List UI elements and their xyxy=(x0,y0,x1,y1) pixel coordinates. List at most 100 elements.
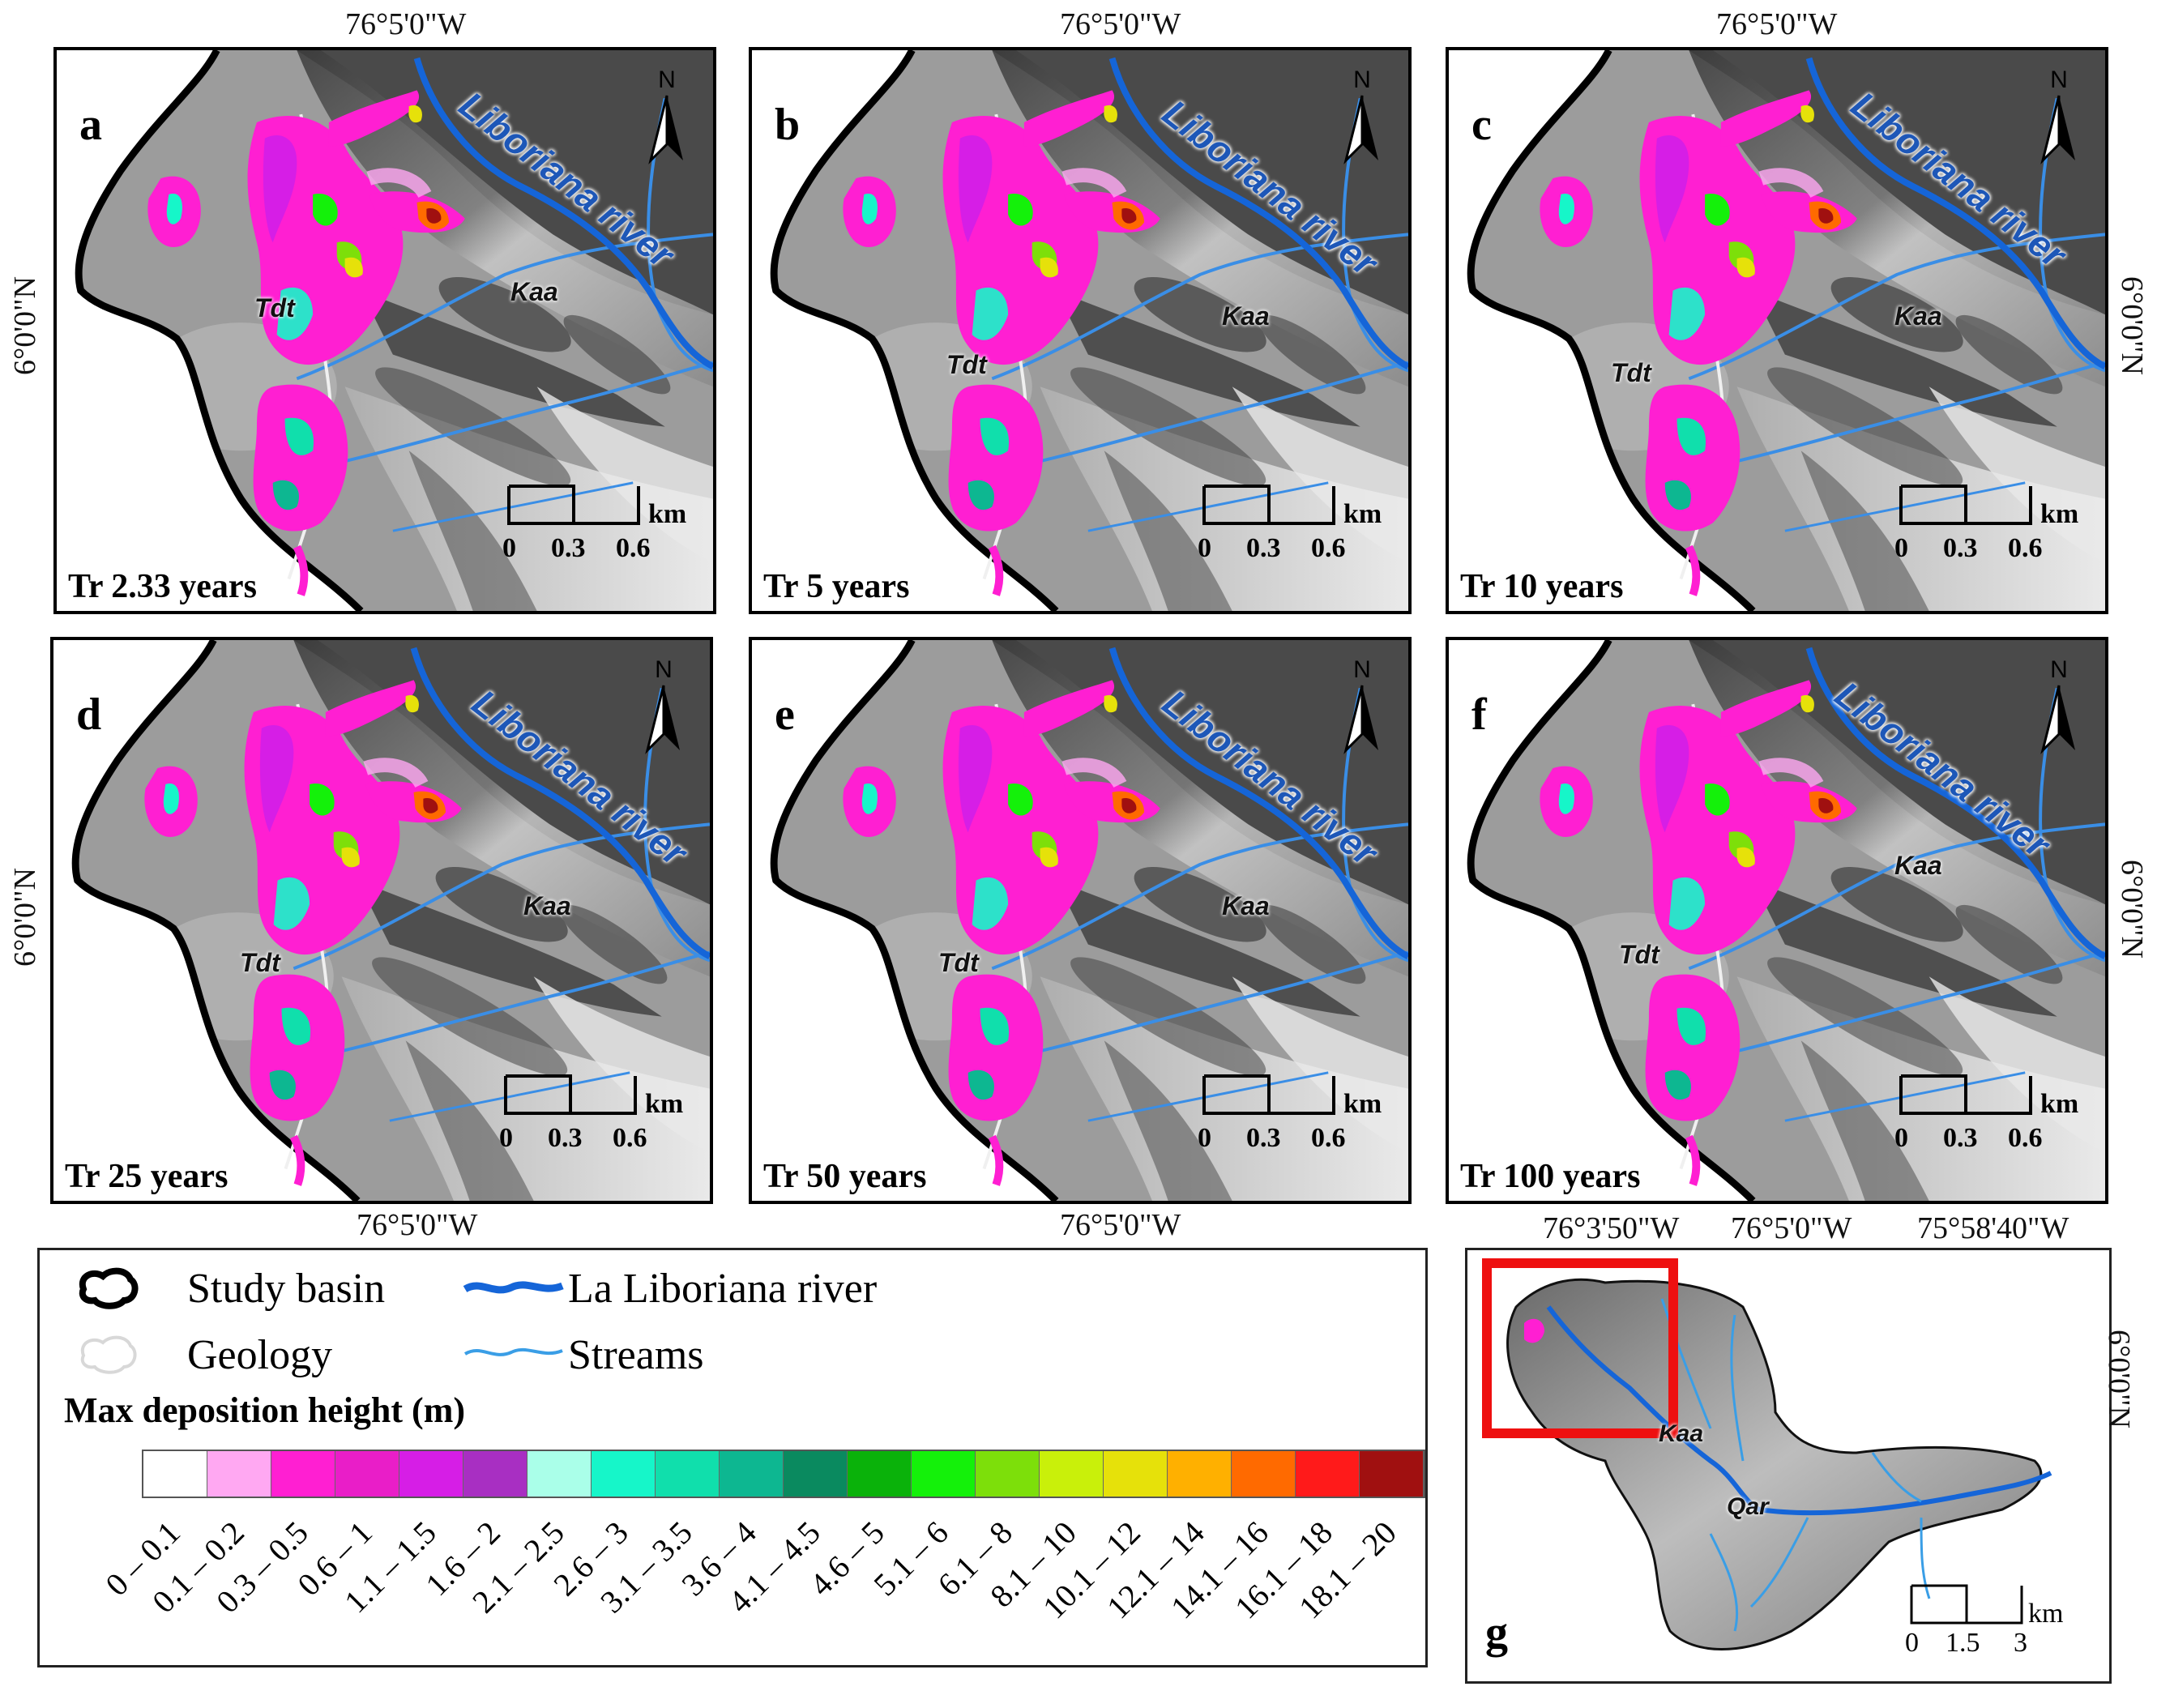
geology-label-kaa: Kaa xyxy=(510,277,558,306)
scale-tick: 0.3 xyxy=(1943,1123,1978,1153)
ramp-swatch xyxy=(335,1451,399,1497)
map-panel-e: e Tr 50 years Liboriana river Kaa Tdt 0 … xyxy=(749,637,1412,1204)
scale-unit: km xyxy=(1343,1089,1382,1119)
legend-streams: Streams xyxy=(568,1332,704,1378)
geology-label-tdt: Tdt xyxy=(254,293,295,322)
ramp-swatch xyxy=(1104,1451,1168,1497)
legend-geology: Geology xyxy=(187,1332,333,1378)
scale-tick: 0 xyxy=(499,1123,513,1153)
scale-unit: km xyxy=(645,1089,684,1119)
north-arrow-icon xyxy=(635,653,692,758)
geology-label-tdt: Tdt xyxy=(938,948,979,977)
north-arrow-icon xyxy=(1334,63,1390,169)
scale-tick: 0 xyxy=(1198,533,1211,563)
inset-scale-tick: 1.5 xyxy=(1946,1628,1980,1658)
scale-tick: 0.6 xyxy=(613,1123,647,1153)
panel-letter: a xyxy=(79,100,102,150)
scale-tick: 0 xyxy=(1894,1123,1908,1153)
ramp-swatch xyxy=(271,1451,335,1497)
geology-label-tdt: Tdt xyxy=(1611,358,1651,387)
scale-bar: 0 0.3 0.6 km xyxy=(1894,1073,2081,1170)
scale-tick: 0.3 xyxy=(551,533,586,563)
return-period-label: Tr 25 years xyxy=(65,1158,229,1195)
legend-study-basin: Study basin xyxy=(187,1266,386,1312)
scale-tick: 0.3 xyxy=(548,1123,583,1153)
panel-letter: e xyxy=(775,690,795,740)
inset-scale-tick: 3 xyxy=(2014,1628,2027,1658)
coord-bottom-d: 76°5'0"W xyxy=(357,1208,478,1242)
north-arrow-icon xyxy=(639,63,695,169)
panel-letter: d xyxy=(76,690,102,740)
scale-bar: 0 0.3 0.6 km xyxy=(1198,1073,1384,1170)
study-basin-icon xyxy=(79,1267,139,1309)
legend-title: Max deposition height (m) xyxy=(64,1390,465,1430)
legend-box: Study basin Geology La Liboriana river S… xyxy=(37,1248,1428,1667)
ramp-swatch xyxy=(399,1451,463,1497)
return-period-label: Tr 50 years xyxy=(763,1158,927,1195)
scale-bar: 0 0.3 0.6 km xyxy=(1894,483,2081,580)
inset-letter: g xyxy=(1485,1608,1508,1658)
panel-letter: c xyxy=(1471,100,1492,150)
streams-line-icon xyxy=(463,1347,563,1356)
scale-bar: 0 0.3 0.6 km xyxy=(499,1073,686,1170)
map-panel-d: d Tr 25 years Liboriana river Kaa Tdt 0 … xyxy=(50,637,713,1204)
scale-tick: 0.6 xyxy=(1311,533,1346,563)
return-period-label: Tr 100 years xyxy=(1460,1158,1641,1195)
scale-tick: 0.3 xyxy=(1943,533,1978,563)
scale-unit: km xyxy=(2040,499,2079,529)
north-arrow-icon xyxy=(2031,653,2087,758)
panel-letter: f xyxy=(1471,690,1487,740)
coord-top-a: 76°5'0"W xyxy=(345,7,467,41)
coord-left-bottom: 6°0'0"N xyxy=(8,868,42,967)
return-period-label: Tr 5 years xyxy=(763,568,910,605)
ramp-swatch xyxy=(656,1451,720,1497)
inset-map-panel: Kaa Qar g 0 1.5 3 km xyxy=(1465,1248,2112,1684)
map-panel-f: f Tr 100 years Liboriana river Kaa Tdt 0… xyxy=(1446,637,2108,1204)
ramp-swatch xyxy=(528,1451,592,1497)
ramp-swatch xyxy=(592,1451,656,1497)
panel-letter: b xyxy=(775,100,801,150)
coord-right-top: 6°0'0"N xyxy=(2115,276,2149,375)
inset-scale-bar: 0 1.5 3 km xyxy=(1905,1582,2099,1680)
scale-tick: 0 xyxy=(1198,1123,1211,1153)
map-panel-b: b Tr 5 years Liboriana river Kaa Tdt 0 0… xyxy=(749,47,1412,614)
north-arrow-icon xyxy=(2031,63,2087,169)
coord-top-b: 76°5'0"W xyxy=(1060,7,1181,41)
inset-coord-1: 76°3'50"W xyxy=(1543,1211,1680,1245)
geology-label-kaa: Kaa xyxy=(1894,851,1942,880)
return-period-label: Tr 10 years xyxy=(1460,568,1624,605)
scale-tick: 0.3 xyxy=(1246,1123,1281,1153)
map-panel-c: c Tr 10 years Liboriana river Kaa Tdt 0 … xyxy=(1446,47,2108,614)
scale-tick: 0 xyxy=(502,533,516,563)
ramp-swatch xyxy=(1360,1451,1424,1497)
inset-coord-lat: 6°0'0"N xyxy=(2102,1330,2136,1428)
ramp-swatch xyxy=(784,1451,848,1497)
inset-coord-3: 75°58'40"W xyxy=(1917,1211,2069,1245)
geology-label-tdt: Tdt xyxy=(946,350,987,379)
ramp-swatch xyxy=(207,1451,271,1497)
ramp-swatch xyxy=(848,1451,912,1497)
north-arrow-icon xyxy=(1334,653,1390,758)
geology-label-tdt: Tdt xyxy=(240,948,280,977)
ramp-swatch xyxy=(1232,1451,1296,1497)
coord-right-bottom: 6°0'0"N xyxy=(2115,860,2149,959)
scale-tick: 0.6 xyxy=(2008,1123,2043,1153)
ramp-swatch xyxy=(1296,1451,1360,1497)
river-line-icon xyxy=(463,1281,564,1294)
coord-bottom-e: 76°5'0"W xyxy=(1060,1208,1181,1242)
geology-label-kaa: Kaa xyxy=(1222,891,1270,920)
scale-tick: 0.6 xyxy=(1311,1123,1346,1153)
scale-unit: km xyxy=(648,499,687,529)
ramp-swatch xyxy=(1040,1451,1104,1497)
ramp-swatch xyxy=(143,1451,207,1497)
ramp-swatch xyxy=(720,1451,784,1497)
geology-label-tdt: Tdt xyxy=(1619,940,1659,969)
coord-left-top: 6°0'0"N xyxy=(8,276,42,375)
scale-tick: 0.6 xyxy=(2008,533,2043,563)
scale-tick: 0 xyxy=(1894,533,1908,563)
scale-unit: km xyxy=(1343,499,1382,529)
return-period-label: Tr 2.33 years xyxy=(68,568,257,605)
inset-label-kaa: Kaa xyxy=(1659,1420,1704,1447)
ramp-swatch xyxy=(976,1451,1040,1497)
legend-river: La Liboriana river xyxy=(568,1266,878,1312)
